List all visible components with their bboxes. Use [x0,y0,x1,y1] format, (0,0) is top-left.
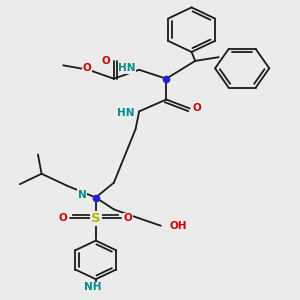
Text: O: O [124,213,133,223]
Text: OH: OH [170,221,188,231]
Text: N: N [78,190,87,200]
Text: O: O [101,56,110,66]
Text: HN: HN [117,108,135,118]
Text: NH: NH [84,282,102,292]
Text: O: O [193,103,201,113]
Text: S: S [91,212,100,225]
Text: O: O [59,213,68,223]
Text: HN: HN [118,63,136,73]
Text: O: O [82,63,91,73]
